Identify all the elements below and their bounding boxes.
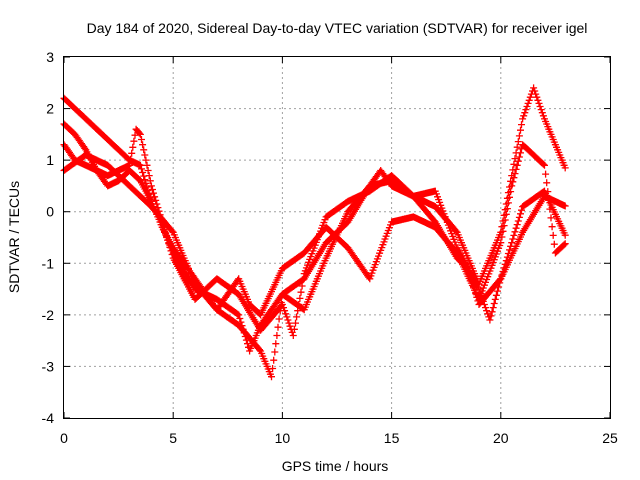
y-tick-label: 0 <box>46 204 54 220</box>
x-tick-label: 5 <box>169 430 177 446</box>
x-axis-label: GPS time / hours <box>282 458 389 474</box>
y-tick-label: 2 <box>46 101 54 117</box>
x-tick-label: 0 <box>60 430 68 446</box>
x-tick-label: 20 <box>493 430 509 446</box>
y-axis-ticks: -4 -3 -2 -1 0 1 2 3 <box>42 49 610 426</box>
x-tick-label: 15 <box>384 430 400 446</box>
data-series <box>60 84 569 381</box>
plot-frame <box>63 56 611 419</box>
y-tick-label: -3 <box>42 358 55 374</box>
y-tick-label: -2 <box>42 307 55 323</box>
y-tick-label: 3 <box>46 49 54 65</box>
y-tick-label: 1 <box>46 152 54 168</box>
y-tick-label: -4 <box>42 410 55 426</box>
x-tick-label: 10 <box>275 430 291 446</box>
y-tick-label: -1 <box>42 255 55 271</box>
x-tick-label: 25 <box>602 430 618 446</box>
chart-title: Day 184 of 2020, Sidereal Day-to-day VTE… <box>87 20 588 36</box>
y-axis-label: SDTVAR / TECUs <box>6 181 22 293</box>
x-axis-ticks: 0 5 10 15 20 25 <box>60 57 618 446</box>
